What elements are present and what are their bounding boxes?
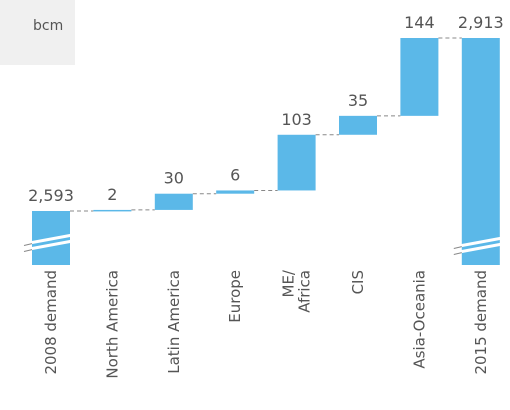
x-tick-label: 2008 demand xyxy=(42,270,60,375)
axis-break-edge xyxy=(23,243,33,246)
axis-break xyxy=(23,238,79,252)
x-tick-label: Asia-Oceania xyxy=(410,270,428,369)
bar xyxy=(277,134,316,191)
data-label: 2,913 xyxy=(458,13,504,32)
x-tick-label: 2015 demand xyxy=(472,270,490,375)
label-line: Africa xyxy=(296,270,314,313)
x-tick-label: North America xyxy=(103,270,121,379)
x-tick-label: Europe xyxy=(226,270,244,323)
unit-panel xyxy=(0,0,75,65)
axis-break-edge xyxy=(453,246,462,249)
bar xyxy=(339,115,377,135)
bar xyxy=(400,38,439,116)
data-label: 144 xyxy=(404,13,435,32)
label-line: North America xyxy=(103,270,121,379)
label-line: Asia-Oceania xyxy=(410,270,428,369)
axis-break xyxy=(453,241,509,255)
axis-break xyxy=(23,232,79,246)
x-tick-label: CIS xyxy=(349,270,367,294)
label-line: 2015 demand xyxy=(472,270,490,375)
label-line: ME/ xyxy=(280,269,298,297)
data-label: 35 xyxy=(348,91,368,110)
data-label: 6 xyxy=(230,165,240,184)
data-label: 103 xyxy=(281,110,312,129)
x-tick-label: ME/Africa xyxy=(280,269,314,313)
label-line: 2008 demand xyxy=(42,270,60,375)
label-line: Europe xyxy=(226,270,244,323)
label-line: Latin America xyxy=(165,270,183,374)
axis-break-edge xyxy=(23,249,33,252)
axis-break-edge xyxy=(453,252,462,255)
data-label: 2 xyxy=(107,185,117,204)
x-tick-label: Latin America xyxy=(165,270,183,374)
axis-break xyxy=(453,235,509,249)
bar xyxy=(93,209,132,212)
bar xyxy=(154,193,193,210)
bar xyxy=(461,38,500,265)
label-line: CIS xyxy=(349,270,367,294)
bar xyxy=(216,190,255,194)
data-label: 30 xyxy=(164,169,184,188)
data-label: 2,593 xyxy=(28,186,74,205)
unit-label: bcm xyxy=(33,18,63,34)
